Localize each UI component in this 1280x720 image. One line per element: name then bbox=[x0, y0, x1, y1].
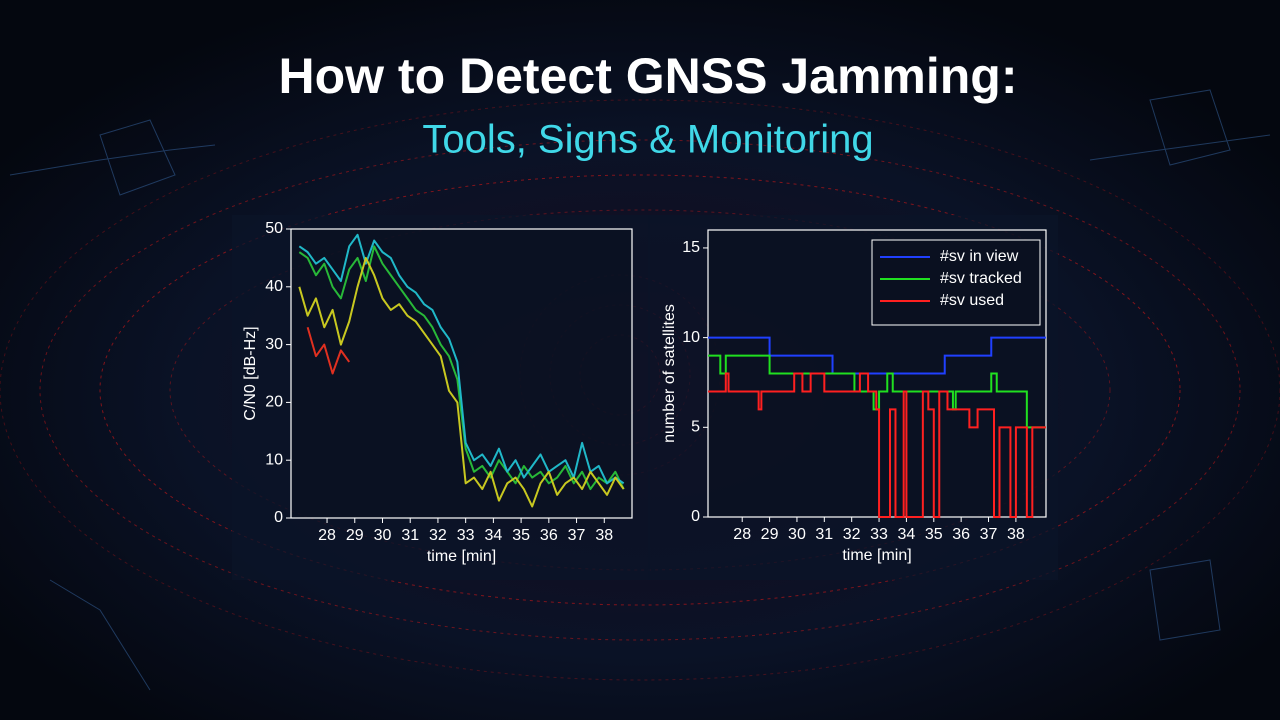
x-tick-label: 32 bbox=[429, 527, 447, 544]
data-line bbox=[708, 372, 1046, 518]
page-title: How to Detect GNSS Jamming: bbox=[279, 48, 1018, 104]
x-tick-label: 37 bbox=[568, 527, 586, 544]
x-axis-label: time [min] bbox=[842, 547, 911, 564]
x-tick-label: 28 bbox=[318, 527, 336, 544]
x-tick-label: 35 bbox=[512, 527, 530, 544]
y-tick-label: 0 bbox=[691, 508, 700, 525]
y-tick-label: 50 bbox=[265, 220, 283, 237]
x-tick-label: 29 bbox=[761, 526, 779, 543]
y-axis-label: C/N0 [dB-Hz] bbox=[242, 326, 259, 420]
x-tick-label: 36 bbox=[952, 526, 970, 543]
x-tick-label: 33 bbox=[870, 526, 888, 543]
x-tick-label: 35 bbox=[925, 526, 943, 543]
legend-label: #sv used bbox=[940, 292, 1004, 309]
x-tick-label: 31 bbox=[401, 527, 419, 544]
x-tick-label: 30 bbox=[374, 527, 392, 544]
y-tick-label: 15 bbox=[682, 239, 700, 256]
x-tick-label: 38 bbox=[595, 527, 613, 544]
y-tick-label: 10 bbox=[682, 329, 700, 346]
y-axis-label: number of satellites bbox=[661, 304, 678, 443]
legend-label: #sv in view bbox=[940, 248, 1019, 265]
y-tick-label: 30 bbox=[265, 336, 283, 353]
y-tick-label: 40 bbox=[265, 278, 283, 295]
x-tick-label: 37 bbox=[980, 526, 998, 543]
x-tick-label: 28 bbox=[733, 526, 751, 543]
data-line bbox=[298, 245, 625, 491]
radar-rings bbox=[0, 99, 1280, 681]
y-tick-label: 10 bbox=[265, 451, 283, 468]
data-line bbox=[708, 354, 1046, 429]
y-tick-label: 5 bbox=[691, 419, 700, 436]
legend-label: #sv tracked bbox=[940, 270, 1022, 287]
y-tick-label: 0 bbox=[274, 509, 283, 526]
x-tick-label: 31 bbox=[815, 526, 833, 543]
x-axis-label: time [min] bbox=[427, 548, 496, 565]
data-line bbox=[298, 256, 625, 508]
y-tick-label: 20 bbox=[265, 394, 283, 411]
x-tick-label: 38 bbox=[1007, 526, 1025, 543]
x-tick-label: 32 bbox=[843, 526, 861, 543]
data-line bbox=[306, 326, 351, 375]
x-tick-label: 30 bbox=[788, 526, 806, 543]
x-tick-label: 34 bbox=[898, 526, 916, 543]
x-tick-label: 33 bbox=[457, 527, 475, 544]
x-tick-label: 34 bbox=[484, 527, 502, 544]
page-subtitle: Tools, Signs & Monitoring bbox=[422, 118, 873, 162]
legend-box bbox=[871, 239, 1041, 326]
satellite-icons bbox=[9, 89, 1271, 691]
x-tick-label: 29 bbox=[346, 527, 364, 544]
data-line bbox=[298, 233, 625, 485]
x-tick-label: 36 bbox=[540, 527, 558, 544]
